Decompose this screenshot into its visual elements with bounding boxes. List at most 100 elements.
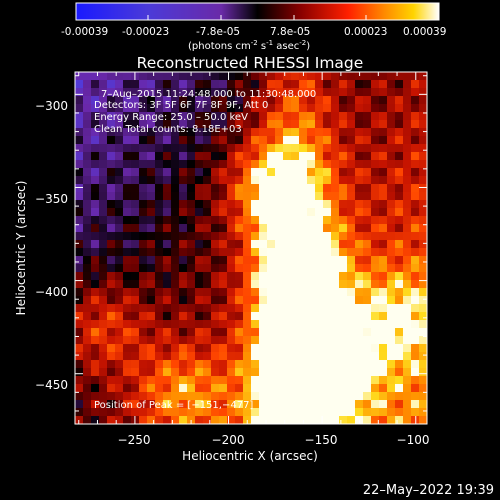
heatmap-cell [387, 160, 396, 169]
heatmap-cell [219, 312, 228, 321]
heatmap-cell [267, 376, 276, 385]
heatmap-cell [363, 296, 372, 305]
heatmap-cell [219, 176, 228, 185]
heatmap-cell [387, 400, 396, 409]
heatmap-cell [235, 88, 244, 97]
heatmap-cell [187, 392, 196, 401]
heatmap-cell [259, 168, 268, 177]
heatmap-cell [371, 248, 380, 257]
heatmap-cell [99, 400, 108, 409]
heatmap-cell [259, 392, 268, 401]
heatmap-cell [219, 304, 228, 313]
heatmap-cell [147, 192, 156, 201]
heatmap-cell [115, 312, 124, 321]
heatmap-cell [363, 176, 372, 185]
heatmap-cell [123, 416, 132, 424]
heatmap-cell [203, 336, 212, 345]
heatmap-cell [115, 168, 124, 177]
heatmap-cell [163, 328, 172, 337]
heatmap-cell [123, 400, 132, 409]
heatmap-cell [283, 216, 292, 225]
heatmap-cell [179, 168, 188, 177]
heatmap-cell [395, 264, 404, 273]
heatmap-cell [347, 280, 356, 289]
heatmap-cell [259, 104, 268, 113]
heatmap-cell [363, 304, 372, 313]
annotation-method: Clean Total counts: 8.18E+03 [94, 124, 242, 135]
heatmap-cell [411, 144, 420, 153]
heatmap-cell [171, 176, 180, 185]
heatmap-cell [187, 328, 196, 337]
heatmap-cell [211, 208, 220, 217]
heatmap-cell [323, 224, 332, 233]
heatmap-cell [347, 168, 356, 177]
heatmap-cell [203, 88, 212, 97]
heatmap-cell [211, 416, 220, 424]
heatmap-cell [283, 408, 292, 417]
heatmap-cell [243, 176, 252, 185]
heatmap-cell [171, 344, 180, 353]
heatmap-cell [275, 120, 284, 129]
heatmap-cell [339, 368, 348, 377]
heatmap-cell [171, 280, 180, 289]
heatmap-cell [187, 240, 196, 249]
heatmap-cell [299, 360, 308, 369]
heatmap-cell [315, 104, 324, 113]
heatmap-cell [395, 320, 404, 329]
heatmap-cell [395, 184, 404, 193]
heatmap-cell [315, 256, 324, 265]
heatmap-cell [267, 144, 276, 153]
heatmap-cell [211, 248, 220, 257]
heatmap-cell [379, 160, 388, 169]
heatmap-cell [283, 240, 292, 249]
heatmap-cell [195, 328, 204, 337]
heatmap-cell [211, 344, 220, 353]
heatmap-cell [419, 288, 427, 297]
heatmap-cell [283, 344, 292, 353]
heatmap-cell [307, 312, 316, 321]
heatmap-cell [195, 112, 204, 121]
heatmap-cell [83, 248, 92, 257]
heatmap-cell [363, 408, 372, 417]
heatmap-cell [291, 192, 300, 201]
heatmap-cell [83, 272, 92, 281]
heatmap-cell [323, 80, 332, 89]
heatmap-cell [267, 200, 276, 209]
heatmap-cell [155, 128, 164, 137]
heatmap-cell [363, 240, 372, 249]
heatmap-cell [275, 104, 284, 113]
heatmap-cell [411, 200, 420, 209]
heatmap-cell [363, 232, 372, 241]
heatmap-cell [307, 96, 316, 105]
heatmap-cell [387, 144, 396, 153]
heatmap-cell [363, 192, 372, 201]
heatmap-cell [283, 248, 292, 257]
heatmap-cell [83, 216, 92, 225]
heatmap-cell [323, 288, 332, 297]
heatmap-cell [379, 256, 388, 265]
heatmap-cell [259, 144, 268, 153]
heatmap-cell [267, 248, 276, 257]
heatmap-cell [307, 216, 316, 225]
heatmap-cell [371, 168, 380, 177]
heatmap-cell [211, 408, 220, 417]
heatmap-cell [395, 240, 404, 249]
heatmap-cell [147, 200, 156, 209]
heatmap-cell [83, 152, 92, 161]
heatmap-cell [227, 176, 236, 185]
heatmap-cell [155, 384, 164, 393]
heatmap-cell [395, 200, 404, 209]
heatmap-cell [83, 224, 92, 233]
heatmap-cell [267, 184, 276, 193]
heatmap-cell [331, 224, 340, 233]
heatmap-cell [91, 192, 100, 201]
heatmap-cell [387, 136, 396, 145]
heatmap-cell [283, 368, 292, 377]
heatmap-cell [203, 376, 212, 385]
heatmap-cell [251, 248, 260, 257]
heatmap-cell [227, 112, 236, 121]
heatmap-cell [347, 72, 356, 81]
heatmap-cell [91, 256, 100, 265]
heatmap-cell [379, 88, 388, 97]
heatmap-cell [291, 296, 300, 305]
